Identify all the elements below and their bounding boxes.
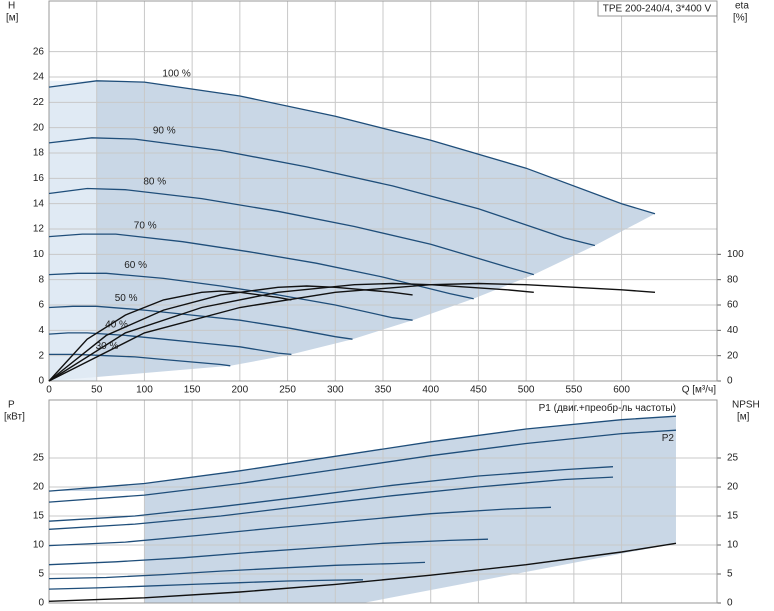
x-tick-label: 500 (518, 385, 535, 396)
series-line (48, 187, 534, 276)
operating-region (49, 80, 655, 382)
curve-label: 80 % (143, 176, 166, 187)
y-unit: [м] (6, 13, 19, 24)
series-line (48, 561, 426, 580)
series-line (48, 476, 614, 530)
series-line (48, 305, 353, 340)
y-label: H (8, 1, 15, 12)
y2-label: eta (735, 1, 749, 12)
y-tick-label: 6 (38, 300, 44, 311)
x-tick-label: 0 (46, 385, 52, 396)
y-tick-label: 25 (33, 453, 45, 464)
y-tick-label: 22 (33, 97, 45, 108)
curve-label: 40 % (105, 320, 128, 331)
y2-unit: [м] (737, 412, 750, 423)
y2-tick-label: 80 (727, 274, 739, 285)
series-line (48, 538, 489, 566)
x-tick-label: 250 (279, 385, 296, 396)
y-tick-label: 0 (38, 376, 44, 387)
y-unit: [кВт] (4, 412, 25, 423)
curve-label: 50 % (115, 293, 138, 304)
x-tick-label: 50 (91, 385, 103, 396)
series-line (48, 542, 677, 602)
y-tick-label: 10 (33, 540, 45, 551)
series-line (48, 282, 534, 382)
y-tick-label: 14 (33, 198, 45, 209)
series-line (48, 506, 552, 547)
y-tick-label: 4 (38, 325, 44, 336)
y-tick-label: 15 (33, 511, 45, 522)
x-label: Q [м³/ч] (682, 385, 717, 396)
y2-tick-label: 25 (727, 453, 739, 464)
series-line (48, 272, 413, 321)
y2-tick-label: 40 (727, 325, 739, 336)
x-tick-label: 300 (327, 385, 344, 396)
y-tick-label: 20 (33, 122, 45, 133)
curve-label: 60 % (124, 260, 147, 271)
chart-title: TPE 200-240/4, 3*400 V (603, 4, 712, 15)
y2-tick-label: 20 (727, 482, 739, 493)
curve-label: 70 % (134, 221, 157, 232)
series-line (48, 285, 413, 382)
curve-label: 100 % (162, 69, 190, 80)
curve-label: 30 % (96, 341, 119, 352)
curve-label: P2 (662, 433, 675, 444)
x-tick-label: 350 (375, 385, 392, 396)
y-tick-label: 8 (38, 274, 44, 285)
y2-tick-label: 15 (727, 511, 739, 522)
series-line (48, 466, 614, 522)
x-tick-label: 100 (136, 385, 153, 396)
x-tick-label: 200 (232, 385, 249, 396)
curve-label: P1 (двиг.+преобр-ль частоты) (539, 402, 676, 414)
light-region (49, 80, 97, 382)
y-tick-label: 16 (33, 173, 45, 184)
y2-tick-label: 0 (727, 376, 733, 387)
y2-tick-label: 0 (727, 598, 733, 609)
title-box (597, 0, 718, 17)
y-tick-label: 5 (38, 569, 44, 580)
y-tick-label: 20 (33, 482, 45, 493)
y-tick-label: 18 (33, 148, 45, 159)
x-tick-label: 450 (470, 385, 487, 396)
y2-tick-label: 60 (727, 300, 739, 311)
series-line (49, 353, 231, 367)
y2-tick-label: 5 (727, 569, 733, 580)
series-line (48, 290, 292, 382)
x-tick-label: 550 (566, 385, 583, 396)
y2-label: NPSH (732, 400, 760, 411)
y2-tick-label: 10 (727, 540, 739, 551)
plot-frame (48, 0, 718, 382)
series-line (48, 233, 474, 300)
y-tick-label: 10 (33, 249, 45, 260)
x-tick-label: 400 (422, 385, 439, 396)
x-tick-label: 600 (613, 385, 630, 396)
curve-label: 90 % (153, 126, 176, 137)
y2-tick-label: 100 (727, 249, 744, 260)
y-tick-label: 0 (38, 598, 44, 609)
series-line (48, 332, 292, 356)
y-tick-label: 2 (38, 350, 44, 361)
y2-unit: [%] (733, 13, 748, 24)
y2-tick-label: 20 (727, 350, 739, 361)
x-tick-label: 150 (184, 385, 201, 396)
series-line (48, 429, 677, 503)
y-label: P (8, 400, 15, 411)
y-tick-label: 24 (33, 72, 45, 83)
series-line (48, 415, 677, 492)
series-line (48, 80, 656, 215)
series-line (48, 137, 596, 247)
y-tick-label: 26 (33, 46, 45, 57)
series-line (48, 579, 364, 590)
y-tick-label: 12 (33, 224, 45, 235)
